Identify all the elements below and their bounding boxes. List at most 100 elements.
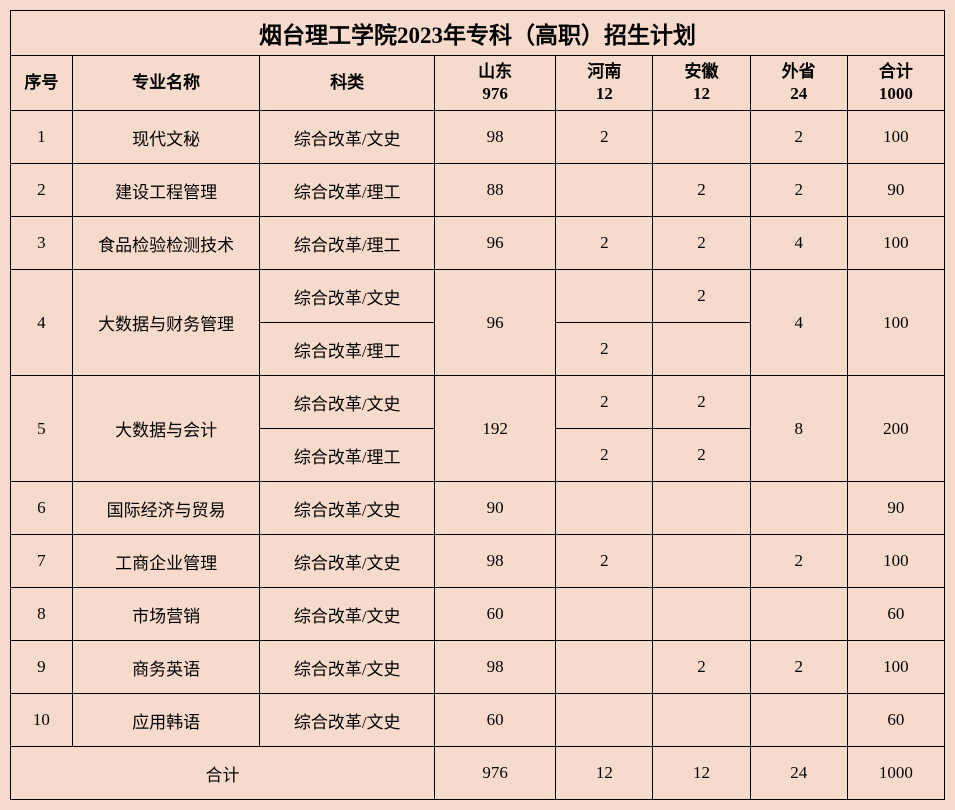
- cell-category: 综合改革/理工: [260, 217, 434, 270]
- table-row: 2 建设工程管理 综合改革/理工 88 2 2 90: [11, 164, 945, 217]
- table-row: 4 大数据与财务管理 综合改革/文史 96 2 4 100: [11, 270, 945, 323]
- table-row: 1 现代文秘 综合改革/文史 98 2 2 100: [11, 111, 945, 164]
- cell-major: 应用韩语: [72, 694, 260, 747]
- cell-seq: 5: [11, 376, 73, 482]
- cell-seq: 10: [11, 694, 73, 747]
- cell-major: 现代文秘: [72, 111, 260, 164]
- cell-outside: 2: [750, 111, 847, 164]
- cell-major: 大数据与财务管理: [72, 270, 260, 376]
- cell-shandong: 60: [434, 694, 555, 747]
- cell-category: 综合改革/文史: [260, 111, 434, 164]
- header-row: 序号 专业名称 科类 山东976 河南12 安徽12 外省24 合计1000: [11, 56, 945, 111]
- header-henan-num: 12: [596, 84, 613, 103]
- cell-henan: 2: [556, 111, 653, 164]
- cell-henan: [556, 694, 653, 747]
- header-anhui: 安徽12: [653, 56, 750, 111]
- header-shandong-num: 976: [482, 84, 508, 103]
- cell-henan: 2: [556, 323, 653, 376]
- cell-total: 90: [847, 482, 944, 535]
- cell-anhui: [653, 111, 750, 164]
- cell-category: 综合改革/文史: [260, 641, 434, 694]
- table-container: 烟台理工学院2023年专科（高职）招生计划 序号 专业名称 科类 山东976 河…: [0, 0, 955, 810]
- total-row: 合计 976 12 12 24 1000: [11, 747, 945, 800]
- header-henan: 河南 12: [556, 56, 653, 111]
- cell-anhui: 2: [653, 641, 750, 694]
- cell-outside: 2: [750, 535, 847, 588]
- cell-henan: [556, 270, 653, 323]
- header-henan-label: 河南: [587, 62, 621, 81]
- cell-outside: 8: [750, 376, 847, 482]
- cell-henan: [556, 164, 653, 217]
- cell-shandong: 60: [434, 588, 555, 641]
- total-anhui: 12: [653, 747, 750, 800]
- table-row: 9 商务英语 综合改革/文史 98 2 2 100: [11, 641, 945, 694]
- total-shandong: 976: [434, 747, 555, 800]
- cell-major: 市场营销: [72, 588, 260, 641]
- cell-henan: [556, 641, 653, 694]
- cell-total: 60: [847, 588, 944, 641]
- cell-anhui: 2: [653, 270, 750, 323]
- cell-category: 综合改革/文史: [260, 482, 434, 535]
- cell-anhui: [653, 535, 750, 588]
- cell-henan: 2: [556, 535, 653, 588]
- cell-category: 综合改革/理工: [260, 323, 434, 376]
- cell-seq: 1: [11, 111, 73, 164]
- cell-shandong: 88: [434, 164, 555, 217]
- cell-anhui: 2: [653, 376, 750, 429]
- total-label: 合计: [11, 747, 435, 800]
- cell-anhui: [653, 323, 750, 376]
- table-title: 烟台理工学院2023年专科（高职）招生计划: [11, 11, 945, 56]
- header-outside-num: 24: [790, 84, 807, 103]
- cell-category: 综合改革/文史: [260, 376, 434, 429]
- cell-anhui: [653, 694, 750, 747]
- header-outside-label: 外省: [782, 62, 816, 81]
- cell-category: 综合改革/文史: [260, 270, 434, 323]
- total-outside: 24: [750, 747, 847, 800]
- cell-major: 国际经济与贸易: [72, 482, 260, 535]
- cell-seq: 9: [11, 641, 73, 694]
- cell-category: 综合改革/文史: [260, 535, 434, 588]
- cell-anhui: [653, 588, 750, 641]
- cell-major: 建设工程管理: [72, 164, 260, 217]
- total-henan: 12: [556, 747, 653, 800]
- header-total-num: 1000: [879, 84, 913, 103]
- cell-seq: 3: [11, 217, 73, 270]
- cell-shandong: 98: [434, 641, 555, 694]
- cell-outside: [750, 482, 847, 535]
- cell-henan: 2: [556, 429, 653, 482]
- admissions-table: 烟台理工学院2023年专科（高职）招生计划 序号 专业名称 科类 山东976 河…: [10, 10, 945, 800]
- cell-total: 100: [847, 641, 944, 694]
- cell-shandong: 96: [434, 217, 555, 270]
- cell-total: 100: [847, 111, 944, 164]
- table-row: 7 工商企业管理 综合改革/文史 98 2 2 100: [11, 535, 945, 588]
- table-row: 3 食品检验检测技术 综合改革/理工 96 2 2 4 100: [11, 217, 945, 270]
- header-major: 专业名称: [72, 56, 260, 111]
- cell-category: 综合改革/理工: [260, 429, 434, 482]
- header-seq: 序号: [11, 56, 73, 111]
- cell-category: 综合改革/文史: [260, 694, 434, 747]
- title-row: 烟台理工学院2023年专科（高职）招生计划: [11, 11, 945, 56]
- cell-anhui: 2: [653, 217, 750, 270]
- cell-outside: 4: [750, 217, 847, 270]
- cell-henan: [556, 482, 653, 535]
- table-row: 5 大数据与会计 综合改革/文史 192 2 2 8 200: [11, 376, 945, 429]
- table-row: 6 国际经济与贸易 综合改革/文史 90 90: [11, 482, 945, 535]
- header-total: 合计 1000: [847, 56, 944, 111]
- cell-outside: [750, 588, 847, 641]
- cell-total: 60: [847, 694, 944, 747]
- cell-shandong: 96: [434, 270, 555, 376]
- table-row: 8 市场营销 综合改革/文史 60 60: [11, 588, 945, 641]
- cell-outside: 2: [750, 641, 847, 694]
- cell-total: 200: [847, 376, 944, 482]
- cell-shandong: 98: [434, 111, 555, 164]
- cell-major: 大数据与会计: [72, 376, 260, 482]
- header-total-label: 合计: [879, 62, 913, 81]
- cell-category: 综合改革/理工: [260, 164, 434, 217]
- cell-shandong: 192: [434, 376, 555, 482]
- cell-outside: 2: [750, 164, 847, 217]
- header-anhui-num: 12: [693, 84, 710, 103]
- cell-category: 综合改革/文史: [260, 588, 434, 641]
- cell-anhui: 2: [653, 164, 750, 217]
- cell-total: 100: [847, 270, 944, 376]
- cell-major: 食品检验检测技术: [72, 217, 260, 270]
